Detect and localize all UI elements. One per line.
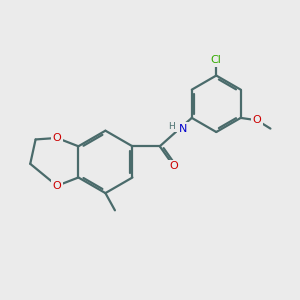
Text: O: O: [52, 133, 62, 143]
Text: Cl: Cl: [211, 55, 222, 65]
Text: H: H: [168, 122, 175, 130]
Text: N: N: [178, 124, 187, 134]
Text: O: O: [52, 181, 62, 191]
Text: O: O: [253, 115, 261, 125]
Text: O: O: [170, 161, 178, 172]
